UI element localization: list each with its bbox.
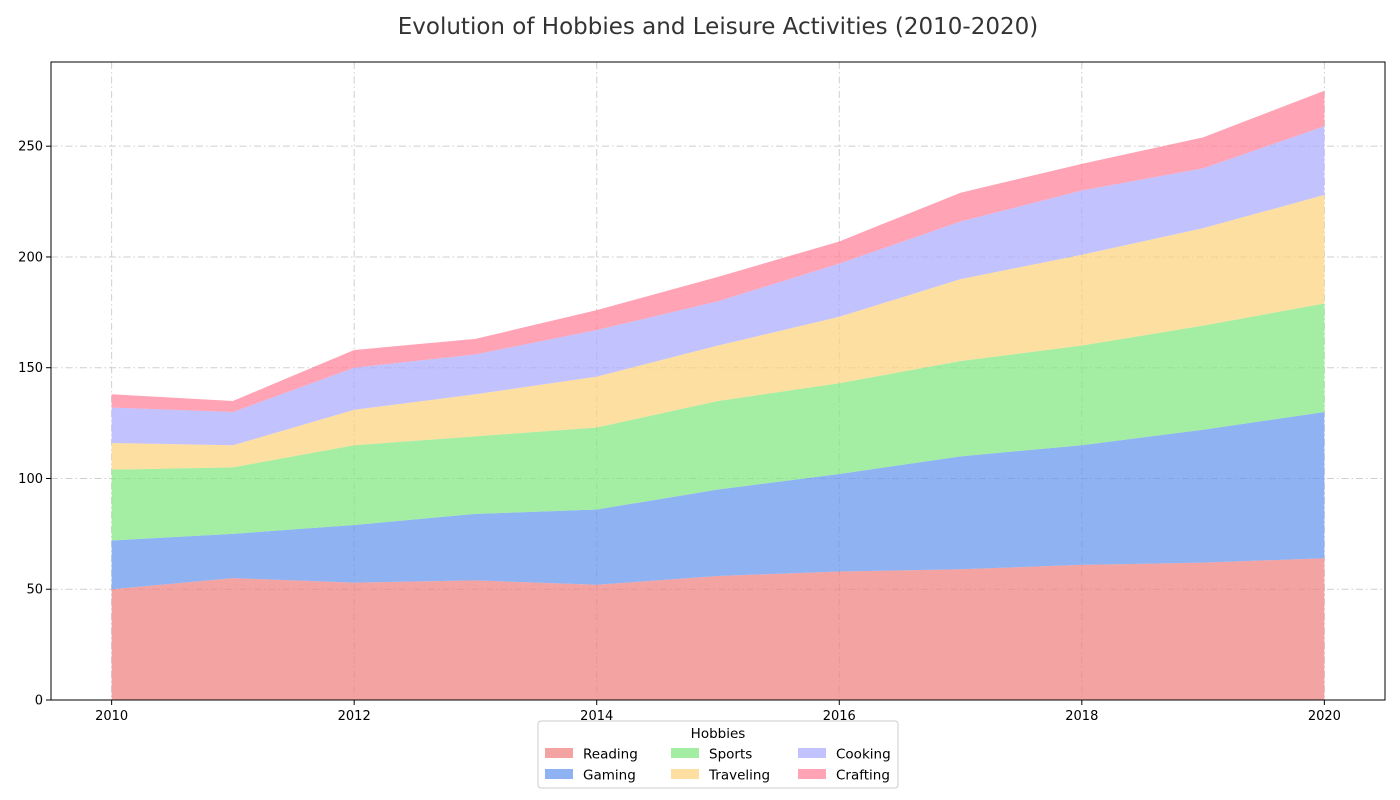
- area-cooking: [111, 126, 1325, 446]
- legend-swatch-sports: [671, 748, 699, 758]
- y-tick-label: 150: [18, 361, 43, 376]
- legend-swatch-cooking: [798, 748, 826, 758]
- x-tick-label: 2010: [95, 709, 128, 724]
- legend: Hobbies Reading Gaming Sports Traveling Cook…: [537, 720, 899, 789]
- legend-swatch-traveling: [671, 769, 699, 779]
- legend-swatch-gaming: [545, 769, 573, 779]
- area-reading: [111, 558, 1325, 700]
- legend-items: Reading Gaming Sports Traveling Cooking Craft…: [545, 747, 891, 784]
- area-gaming: [111, 412, 1325, 590]
- legend-label-sports: Sports: [709, 747, 752, 763]
- chart-title: Evolution of Hobbies and Leisure Activit…: [398, 14, 1039, 40]
- legend-label-gaming: Gaming: [583, 768, 636, 784]
- legend-title: Hobbies: [691, 726, 746, 742]
- x-tick-label: 2014: [580, 709, 613, 724]
- area-traveling: [111, 194, 1325, 470]
- plot-frame: [50, 61, 1386, 701]
- legend-label-cooking: Cooking: [836, 747, 891, 763]
- axis-ticks: 2010 2012 2014 2016 2018 2020 0 50 100 150 200 250: [18, 140, 1341, 724]
- legend-swatch-reading: [545, 748, 573, 758]
- x-tick-label: 2016: [823, 709, 856, 724]
- legend-label-traveling: Traveling: [708, 768, 770, 784]
- y-tick-label: 100: [18, 472, 43, 487]
- area-sports: [111, 303, 1325, 541]
- legend-label-reading: Reading: [583, 747, 638, 763]
- legend-swatch-crafting: [798, 769, 826, 779]
- y-tick-label: 250: [18, 140, 43, 155]
- y-tick-label: 50: [26, 583, 43, 598]
- y-tick-label: 0: [35, 694, 43, 709]
- x-tick-label: 2018: [1065, 709, 1098, 724]
- y-tick-label: 200: [18, 250, 43, 265]
- area-series-layer: [111, 90, 1325, 700]
- x-tick-label: 2020: [1308, 709, 1341, 724]
- x-tick-label: 2012: [338, 709, 371, 724]
- legend-label-crafting: Crafting: [836, 768, 890, 784]
